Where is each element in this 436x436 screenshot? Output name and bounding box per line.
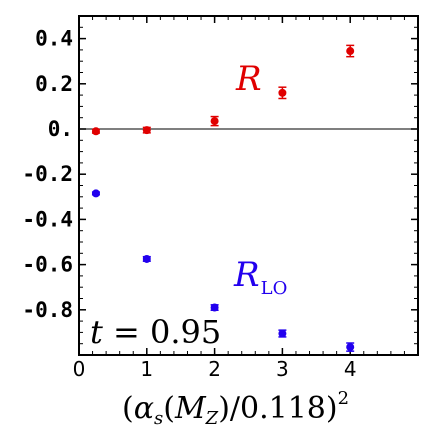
y-tick-label: 0.2 (35, 72, 73, 96)
series-label-rlo: RLO (233, 255, 287, 299)
x-tick-label: 4 (344, 357, 357, 381)
y-tick-label: 0.4 (35, 27, 73, 51)
y-tick-label: -0.8 (22, 298, 73, 322)
data-point (278, 88, 287, 97)
x-tick-label: 2 (208, 357, 221, 381)
x-tick-label: 0 (73, 357, 86, 381)
data-point (346, 343, 355, 352)
x-axis-title: (αs(MZ)/0.118)2 (122, 388, 349, 429)
y-tick-label: 0. (48, 117, 73, 141)
series-label-r: R (235, 59, 262, 99)
data-point (91, 127, 100, 136)
data-point (278, 329, 287, 338)
data-point (210, 117, 219, 126)
data-point (91, 189, 100, 198)
tick-group: 0.4 0.2 0. -0.2 -0.4 -0.6 -0.8 0 1 2 3 4 (22, 15, 419, 381)
data-point (210, 303, 219, 312)
annotation-t: t = 0.95 (90, 313, 221, 351)
y-tick-label: -0.2 (22, 162, 73, 186)
data-point (142, 254, 151, 263)
x-tick-label: 1 (140, 357, 153, 381)
data-point (142, 126, 151, 135)
y-tick-label: -0.4 (22, 207, 73, 231)
data-marks (91, 44, 355, 352)
y-tick-label: -0.6 (22, 253, 73, 277)
series-1 (91, 189, 355, 352)
data-point (346, 47, 355, 56)
series-0 (91, 44, 355, 136)
x-tick-label: 3 (276, 357, 289, 381)
